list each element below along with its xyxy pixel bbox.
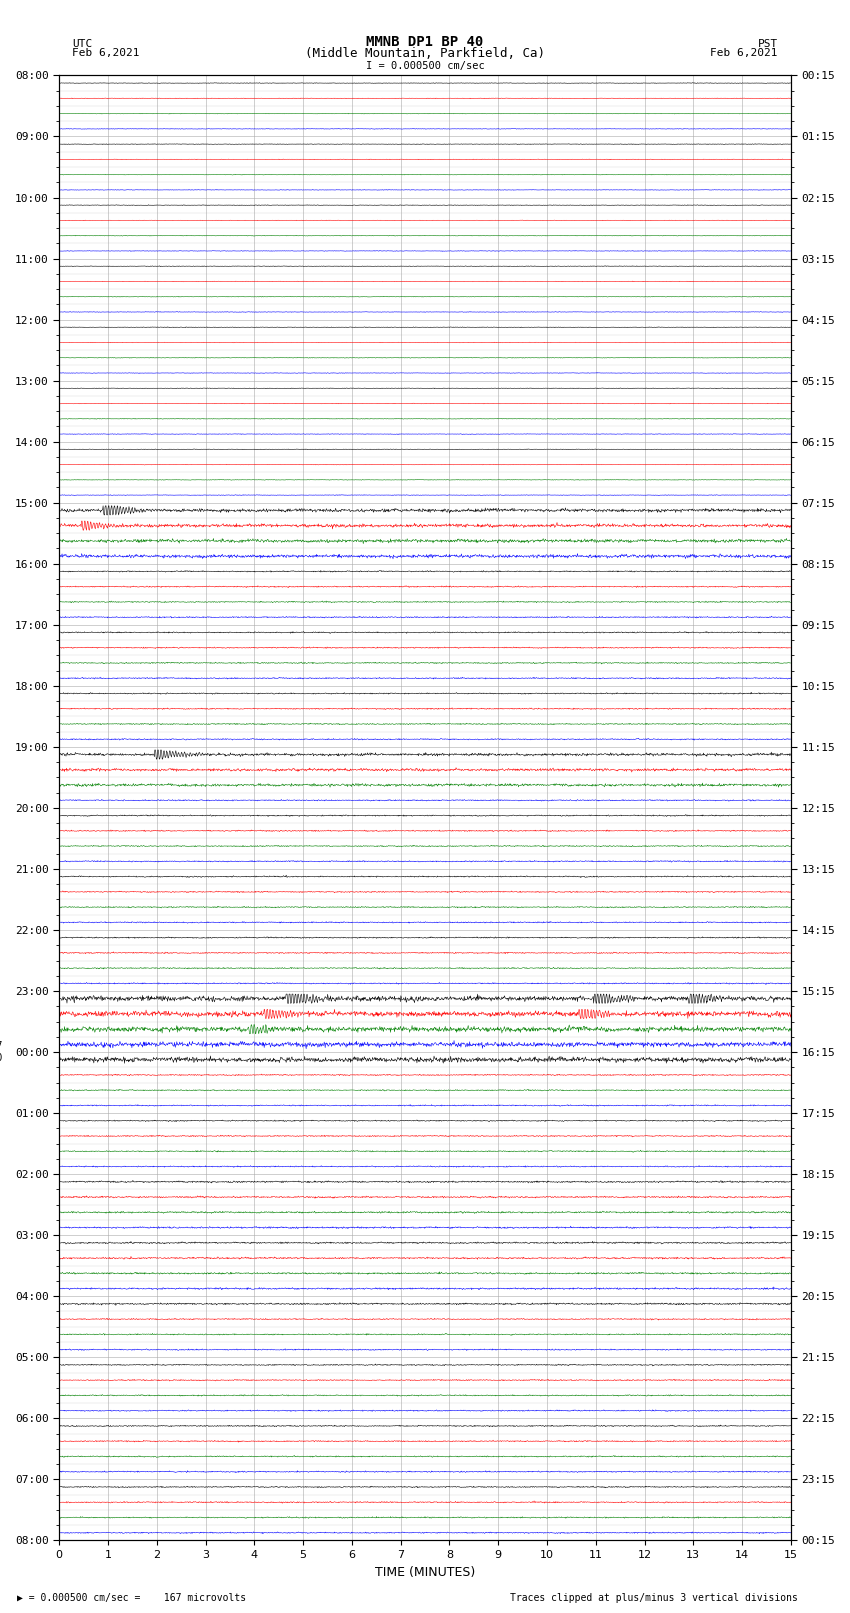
Text: Feb 7
00:00: Feb 7 00:00: [0, 1042, 3, 1063]
Text: UTC: UTC: [72, 39, 93, 50]
Text: Feb 6,2021: Feb 6,2021: [711, 48, 778, 58]
Text: PST: PST: [757, 39, 778, 50]
Text: (Middle Mountain, Parkfield, Ca): (Middle Mountain, Parkfield, Ca): [305, 47, 545, 60]
Text: MMNB DP1 BP 40: MMNB DP1 BP 40: [366, 35, 484, 50]
Text: ▶ = 0.000500 cm/sec =    167 microvolts: ▶ = 0.000500 cm/sec = 167 microvolts: [17, 1594, 246, 1603]
Text: Feb 6,2021: Feb 6,2021: [72, 48, 139, 58]
Text: I = 0.000500 cm/sec: I = 0.000500 cm/sec: [366, 61, 484, 71]
Text: Traces clipped at plus/minus 3 vertical divisions: Traces clipped at plus/minus 3 vertical …: [510, 1594, 798, 1603]
X-axis label: TIME (MINUTES): TIME (MINUTES): [375, 1566, 475, 1579]
